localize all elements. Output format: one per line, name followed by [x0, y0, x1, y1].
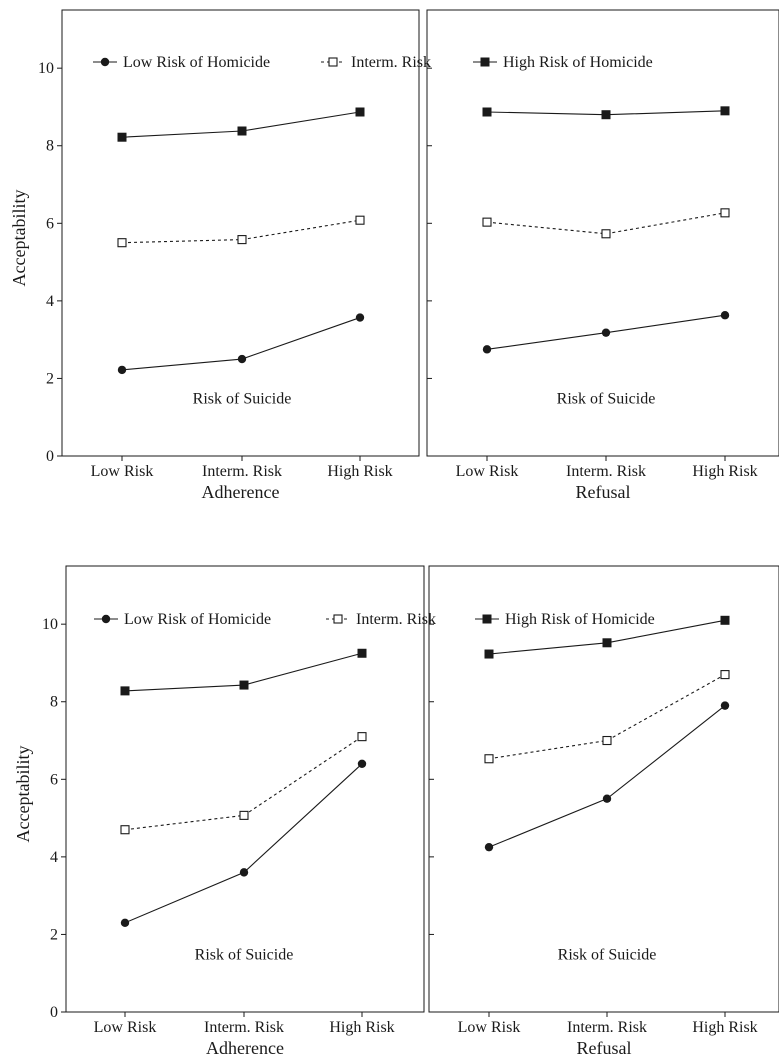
data-point-high-risk-homicide: [482, 107, 492, 117]
data-point-low-risk-homicide: [720, 311, 730, 320]
data-point-interm-risk: [720, 670, 730, 680]
y-tick-label: 4: [50, 849, 58, 866]
data-point-high-risk-homicide: [120, 686, 130, 696]
data-point-high-risk-homicide: [720, 615, 730, 625]
data-point-interm-risk: [120, 825, 130, 835]
legend: Low Risk of Homicide Interm. Risk High Ris…: [93, 54, 653, 71]
series-line-interm-risk: [488, 674, 726, 760]
data-point-high-risk-homicide: [237, 126, 247, 136]
chart-panel-bottom-left: Low Risk Interm. Risk High Risk Adherence 0 2…: [13, 565, 655, 1058]
y-tick-label: 0: [50, 1004, 58, 1021]
chart-panel-top-right: Low Risk Interm. Risk High Risk Refusal Risk…: [426, 9, 779, 502]
data-point-high-risk-homicide: [720, 106, 730, 116]
chart-panel-top-left: Low Risk Interm. Risk High Risk Adherence 0 2…: [9, 9, 653, 502]
y-axis-label: Acceptability: [9, 190, 29, 287]
data-point-interm-risk: [484, 754, 494, 764]
x-tick-label: High Risk: [329, 1019, 394, 1036]
legend-marker-interm-risk: [333, 614, 343, 624]
data-point-interm-risk: [601, 229, 611, 239]
y-tick-label: 8: [50, 694, 58, 711]
legend-label-low-risk-homicide: Low Risk of Homicide: [123, 54, 270, 71]
y-tick-label: 10: [42, 616, 58, 633]
y-tick-label: 8: [46, 138, 54, 155]
data-point-low-risk-homicide: [357, 759, 367, 768]
legend-label-high-risk-homicide: High Risk of Homicide: [503, 54, 653, 71]
legend-marker-low-risk-homicide: [101, 614, 111, 624]
data-point-high-risk-homicide: [601, 110, 611, 120]
y-tick-label: 6: [46, 215, 54, 232]
y-tick-label: 2: [46, 370, 54, 387]
x-tick-label: Low Risk: [456, 463, 519, 480]
x-tick-label: Interm. Risk: [566, 463, 646, 480]
data-point-low-risk-homicide: [239, 868, 249, 877]
data-point-low-risk-homicide: [602, 794, 612, 803]
x-tick-label: Interm. Risk: [204, 1019, 284, 1036]
data-point-high-risk-homicide: [239, 680, 249, 690]
plot-frame: [61, 9, 420, 457]
x-tick-label: Interm. Risk: [202, 463, 282, 480]
plot-frame: [428, 565, 779, 1013]
y-axis-label: Acceptability: [13, 746, 33, 843]
data-point-low-risk-homicide: [237, 354, 247, 364]
x-tick-label: Interm. Risk: [567, 1019, 647, 1036]
x-axis-label: Refusal: [577, 1038, 632, 1058]
data-point-low-risk-homicide: [484, 842, 494, 852]
data-point-interm-risk: [355, 215, 365, 225]
x-tick-label: High Risk: [692, 1019, 757, 1036]
data-point-interm-risk: [602, 735, 612, 746]
plot-frame: [426, 9, 779, 457]
x-tick-label: Low Risk: [91, 463, 154, 480]
series-line-low-risk-homicide: [124, 763, 363, 924]
data-point-high-risk-homicide: [602, 638, 612, 648]
legend-marker-low-risk-homicide: [100, 57, 110, 67]
data-point-low-risk-homicide: [117, 365, 127, 375]
data-point-high-risk-homicide: [355, 107, 365, 117]
y-tick-label: 0: [46, 448, 54, 465]
series-line-low-risk-homicide: [488, 705, 726, 848]
legend-label-interm-risk: Interm. Risk: [351, 54, 431, 71]
legend-label-high-risk-homicide: High Risk of Homicide: [505, 611, 655, 628]
data-point-high-risk-homicide: [484, 649, 494, 659]
x-tick-label: Low Risk: [458, 1019, 521, 1036]
legend-marker-high-risk-homicide: [480, 57, 490, 67]
legend-label-low-risk-homicide: Low Risk of Homicide: [124, 611, 271, 628]
annotation-risk-of-suicide: Risk of Suicide: [193, 391, 292, 408]
x-tick-label: High Risk: [692, 463, 757, 480]
y-tick-label: 2: [50, 926, 58, 943]
data-point-interm-risk: [482, 217, 492, 227]
x-tick-label: Low Risk: [94, 1019, 157, 1036]
y-tick-label: 10: [38, 60, 54, 77]
annotation-risk-of-suicide: Risk of Suicide: [557, 391, 656, 408]
data-point-interm-risk: [357, 732, 367, 742]
legend-marker-interm-risk: [328, 57, 338, 67]
data-point-low-risk-homicide: [720, 701, 730, 710]
annotation-risk-of-suicide: Risk of Suicide: [195, 947, 294, 964]
x-tick-label: High Risk: [327, 463, 392, 480]
legend-label-interm-risk: Interm. Risk: [356, 611, 436, 628]
y-tick-label: 4: [46, 293, 54, 310]
x-axis-label: Adherence: [202, 482, 280, 502]
data-point-low-risk-homicide: [482, 345, 492, 354]
chart-panel-bottom-right: Low Risk Interm. Risk High Risk Refusal Risk…: [428, 565, 779, 1058]
data-point-high-risk-homicide: [117, 132, 127, 142]
data-point-interm-risk: [117, 238, 127, 248]
data-point-interm-risk: [720, 208, 730, 218]
data-point-high-risk-homicide: [357, 648, 367, 658]
data-point-low-risk-homicide: [355, 313, 365, 322]
data-point-low-risk-homicide: [120, 918, 130, 927]
data-point-interm-risk: [237, 235, 247, 245]
legend: Low Risk of Homicide Interm. Risk High Ris…: [94, 611, 655, 628]
x-axis-label: Refusal: [576, 482, 631, 502]
x-axis-label: Adherence: [206, 1038, 284, 1058]
data-point-low-risk-homicide: [601, 328, 611, 337]
data-point-interm-risk: [239, 810, 249, 820]
y-tick-label: 6: [50, 771, 58, 788]
annotation-risk-of-suicide: Risk of Suicide: [558, 947, 657, 964]
legend-marker-high-risk-homicide: [482, 614, 492, 624]
series-line-interm-risk: [486, 212, 726, 235]
plot-frame: [65, 565, 425, 1013]
